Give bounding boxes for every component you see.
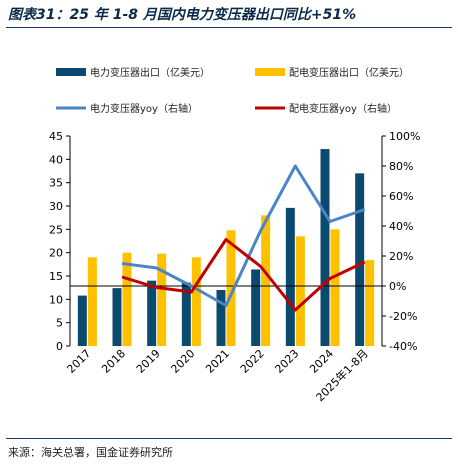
- right-tick-label: 100%: [389, 130, 420, 143]
- legend-label-series-4: 配电变压器yoy（右轴）: [289, 102, 397, 115]
- yoy-lines: [121, 164, 366, 312]
- source-note: 来源：海关总署，国金证券研究所: [8, 446, 173, 459]
- category-label: 2021: [203, 347, 232, 376]
- line-series-3: [121, 164, 366, 307]
- right-tick-label: -40%: [389, 340, 417, 353]
- category-label: 2023: [272, 347, 301, 376]
- bar-series-2: [157, 253, 167, 346]
- right-tick-label: 20%: [389, 250, 413, 263]
- left-tick-label: 5: [56, 317, 63, 330]
- left-tick-label: 15: [49, 270, 63, 283]
- bar-series-2: [261, 215, 271, 346]
- left-tick-label: 25: [49, 223, 63, 236]
- right-tick-label: 60%: [389, 190, 413, 203]
- bar-series-2: [191, 257, 201, 346]
- bar-series-1: [320, 149, 330, 346]
- legend-label-series-2: 配电变压器出口（亿美元）: [289, 66, 409, 79]
- category-label: 2022: [238, 347, 267, 376]
- left-tick-label: 0: [56, 340, 63, 353]
- right-tick-label: 40%: [389, 220, 413, 233]
- bar-series-2: [295, 236, 305, 346]
- chart: 电力变压器出口（亿美元） 配电变压器出口（亿美元） 电力变压器yoy（右轴） 配…: [49, 66, 420, 404]
- category-label: 2024: [307, 347, 336, 376]
- left-tick-label: 35: [49, 177, 63, 190]
- bar-series-1: [112, 288, 122, 346]
- bar-series-1: [285, 207, 295, 346]
- series-2-bars: [87, 215, 375, 346]
- left-tick-label: 10: [49, 293, 63, 306]
- bar-series-1: [77, 295, 87, 346]
- source-divider: [6, 438, 452, 439]
- bar-series-2: [365, 260, 375, 346]
- legend-swatch-series-2: [255, 68, 285, 76]
- category-label: 2019: [134, 347, 163, 376]
- legend-swatch-series-1: [56, 68, 86, 76]
- legend-label-series-1: 电力变压器出口（亿美元）: [90, 66, 210, 79]
- legend: 电力变压器出口（亿美元） 配电变压器出口（亿美元） 电力变压器yoy（右轴） 配…: [56, 66, 409, 115]
- axes: [69, 136, 383, 346]
- series-1-bars: [77, 149, 365, 346]
- category-label: 2020: [168, 347, 197, 376]
- bar-series-2: [87, 257, 97, 346]
- bar-series-1: [216, 290, 226, 346]
- left-tick-label: 20: [49, 247, 63, 260]
- bar-series-1: [181, 282, 191, 346]
- bar-series-2: [122, 252, 132, 346]
- category-label: 2018: [99, 347, 128, 376]
- category-label: 2017: [64, 347, 93, 376]
- left-tick-label: 30: [49, 200, 63, 213]
- right-tick-label: 80%: [389, 160, 413, 173]
- bar-series-2: [330, 229, 340, 346]
- figure-title: 图表31：25 年 1-8 月国内电力变压器出口同比+51%: [8, 7, 357, 23]
- legend-label-series-3: 电力变压器yoy（右轴）: [90, 102, 198, 115]
- line-series-4: [121, 238, 366, 312]
- bar-series-1: [251, 269, 261, 346]
- left-tick-label: 45: [49, 130, 63, 143]
- bar-series-1: [147, 280, 157, 346]
- left-tick-label: 40: [49, 153, 63, 166]
- bar-series-2: [226, 230, 236, 346]
- title-divider: [6, 27, 452, 28]
- bar-series-1: [355, 173, 365, 346]
- right-tick-label: -20%: [389, 310, 417, 323]
- right-tick-label: 0%: [389, 280, 406, 293]
